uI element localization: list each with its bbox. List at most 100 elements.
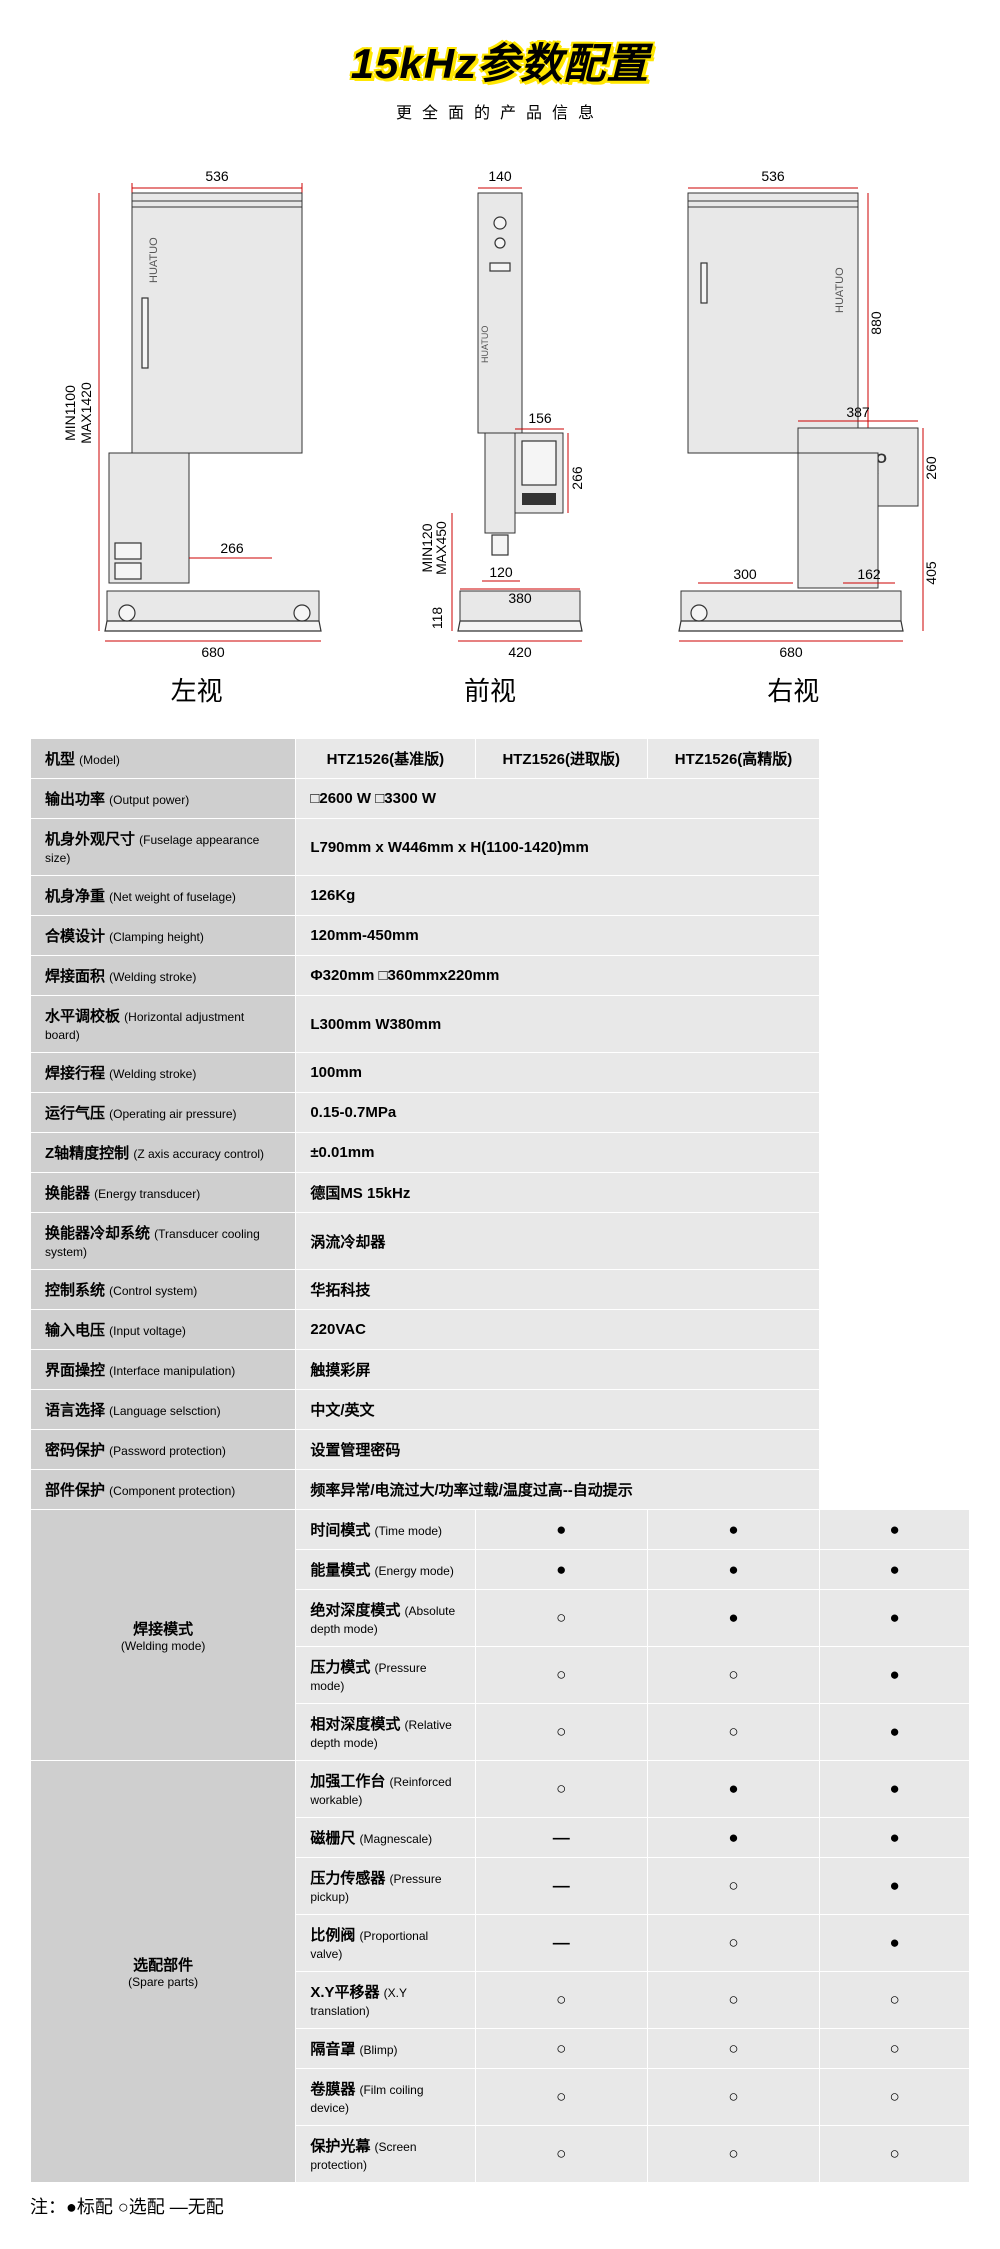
availability-symbol: ○ [647,1858,819,1915]
svg-text:120: 120 [489,564,513,580]
spec-label: 界面操控 (Interface manipulation) [31,1350,296,1390]
spec-value: 触摸彩屏 [296,1350,820,1390]
availability-symbol: ○ [647,2029,819,2069]
svg-text:140: 140 [488,168,512,184]
page-subtitle: 更全面的产品信息 [0,99,1000,123]
svg-text:536: 536 [205,168,229,184]
availability-symbol: ○ [475,1761,647,1818]
availability-symbol: ● [820,1590,970,1647]
view-right: 536 HUATUO 880 387 HUATUO ULTRASONIC 260… [643,163,943,708]
spec-label: Z轴精度控制 (Z axis accuracy control) [31,1133,296,1173]
spec-label: 运行气压 (Operating air pressure) [31,1093,296,1133]
sub-spec-label: 能量模式 (Energy mode) [296,1550,475,1590]
page-header: 15kHz参数配置 更全面的产品信息 [0,0,1000,143]
sub-spec-label: 隔音罩 (Blimp) [296,2029,475,2069]
spec-label: 语言选择 (Language selsction) [31,1390,296,1430]
spec-label: 部件保护 (Component protection) [31,1470,296,1510]
spec-label: 焊接行程 (Welding stroke) [31,1053,296,1093]
availability-symbol: ○ [647,1972,819,2029]
availability-symbol: ○ [820,1972,970,2029]
availability-symbol: ○ [475,1647,647,1704]
availability-symbol: ○ [820,2029,970,2069]
spec-label: 焊接面积 (Welding stroke) [31,956,296,996]
spec-label: 输出功率 (Output power) [31,779,296,819]
front-view-label: 前视 [390,671,590,708]
spec-table: 机型 (Model)HTZ1526(基准版)HTZ1526(进取版)HTZ152… [30,738,970,2183]
svg-text:260: 260 [923,456,939,480]
svg-text:300: 300 [734,566,758,582]
availability-symbol: ● [647,1818,819,1858]
availability-symbol: ● [820,1761,970,1818]
availability-symbol: ○ [647,1704,819,1761]
right-view-diagram: 536 HUATUO 880 387 HUATUO ULTRASONIC 260… [643,163,943,663]
svg-text:HUATUO: HUATUO [148,237,160,283]
svg-text:MAX450: MAX450 [433,521,449,575]
spec-label: 合模设计 (Clamping height) [31,916,296,956]
spec-value: HTZ1526(进取版) [475,739,647,779]
availability-symbol: ● [820,1818,970,1858]
availability-symbol: ○ [475,2069,647,2126]
svg-text:880: 880 [868,311,884,335]
page-title: 15kHz参数配置 [0,30,1000,91]
spec-label: 机身外观尺寸 (Fuselage appearance size) [31,819,296,876]
availability-symbol: ● [820,1704,970,1761]
sub-spec-label: 比例阀 (Proportional valve) [296,1915,475,1972]
spec-value: □2600 W □3300 W [296,779,820,819]
availability-symbol: ○ [647,2126,819,2183]
spec-value: ±0.01mm [296,1133,820,1173]
group-label: 焊接模式(Welding mode) [31,1510,296,1761]
spec-label: 换能器冷却系统 (Transducer cooling system) [31,1213,296,1270]
spec-value: HTZ1526(高精版) [647,739,819,779]
group-label: 选配部件(Spare parts) [31,1761,296,2183]
availability-symbol: ○ [475,2029,647,2069]
availability-symbol: ● [820,1858,970,1915]
availability-symbol: ○ [475,1972,647,2029]
spec-value: HTZ1526(基准版) [296,739,475,779]
spec-value: 德国MS 15kHz [296,1173,820,1213]
availability-symbol: — [475,1915,647,1972]
right-view-label: 右视 [643,671,943,708]
svg-text:420: 420 [508,644,532,660]
spec-value: 涡流冷却器 [296,1213,820,1270]
sub-spec-label: 磁栅尺 (Magnescale) [296,1818,475,1858]
spec-value: 频率异常/电流过大/功率过载/温度过高--自动提示 [296,1470,820,1510]
view-left: 536 MIN1100 MAX1420 HUATUO 266 [57,163,337,708]
availability-symbol: ● [820,1647,970,1704]
svg-text:MIN1100: MIN1100 [62,385,78,441]
sub-spec-label: 保护光幕 (Screen protection) [296,2126,475,2183]
view-front: 140 HUATUO 156 266 MIN120 MAX450 [390,163,590,708]
sub-spec-label: 相对深度模式 (Relative depth mode) [296,1704,475,1761]
spec-label: 换能器 (Energy transducer) [31,1173,296,1213]
spec-value: 220VAC [296,1310,820,1350]
availability-symbol: ● [647,1761,819,1818]
spec-value: 设置管理密码 [296,1430,820,1470]
spec-label: 机身净重 (Net weight of fuselage) [31,876,296,916]
svg-text:HUATUO: HUATUO [834,267,846,313]
spec-value: Φ320mm □360mmx220mm [296,956,820,996]
spec-label: 机型 (Model) [31,739,296,779]
availability-symbol: ○ [820,2069,970,2126]
availability-symbol: ● [820,1510,970,1550]
availability-symbol: ○ [475,1590,647,1647]
left-view-label: 左视 [57,671,337,708]
availability-symbol: ● [475,1510,647,1550]
spec-label: 输入电压 (Input voltage) [31,1310,296,1350]
availability-symbol: ○ [820,2126,970,2183]
availability-symbol: ● [820,1915,970,1972]
sub-spec-label: 压力模式 (Pressure mode) [296,1647,475,1704]
sub-spec-label: X.Y平移器 (X.Y translation) [296,1972,475,2029]
svg-text:536: 536 [762,168,786,184]
front-view-diagram: 140 HUATUO 156 266 MIN120 MAX450 [390,163,590,663]
spec-value: 0.15-0.7MPa [296,1093,820,1133]
views-container: 536 MIN1100 MAX1420 HUATUO 266 [0,143,1000,718]
spec-value: 120mm-450mm [296,916,820,956]
svg-text:405: 405 [923,561,939,585]
svg-text:118: 118 [429,607,445,630]
sub-spec-label: 绝对深度模式 (Absolute depth mode) [296,1590,475,1647]
spec-value: 中文/英文 [296,1390,820,1430]
svg-text:266: 266 [569,466,585,490]
availability-symbol: ○ [647,2069,819,2126]
sub-spec-label: 卷膜器 (Film coiling device) [296,2069,475,2126]
sub-spec-label: 压力传感器 (Pressure pickup) [296,1858,475,1915]
availability-symbol: ○ [475,2126,647,2183]
